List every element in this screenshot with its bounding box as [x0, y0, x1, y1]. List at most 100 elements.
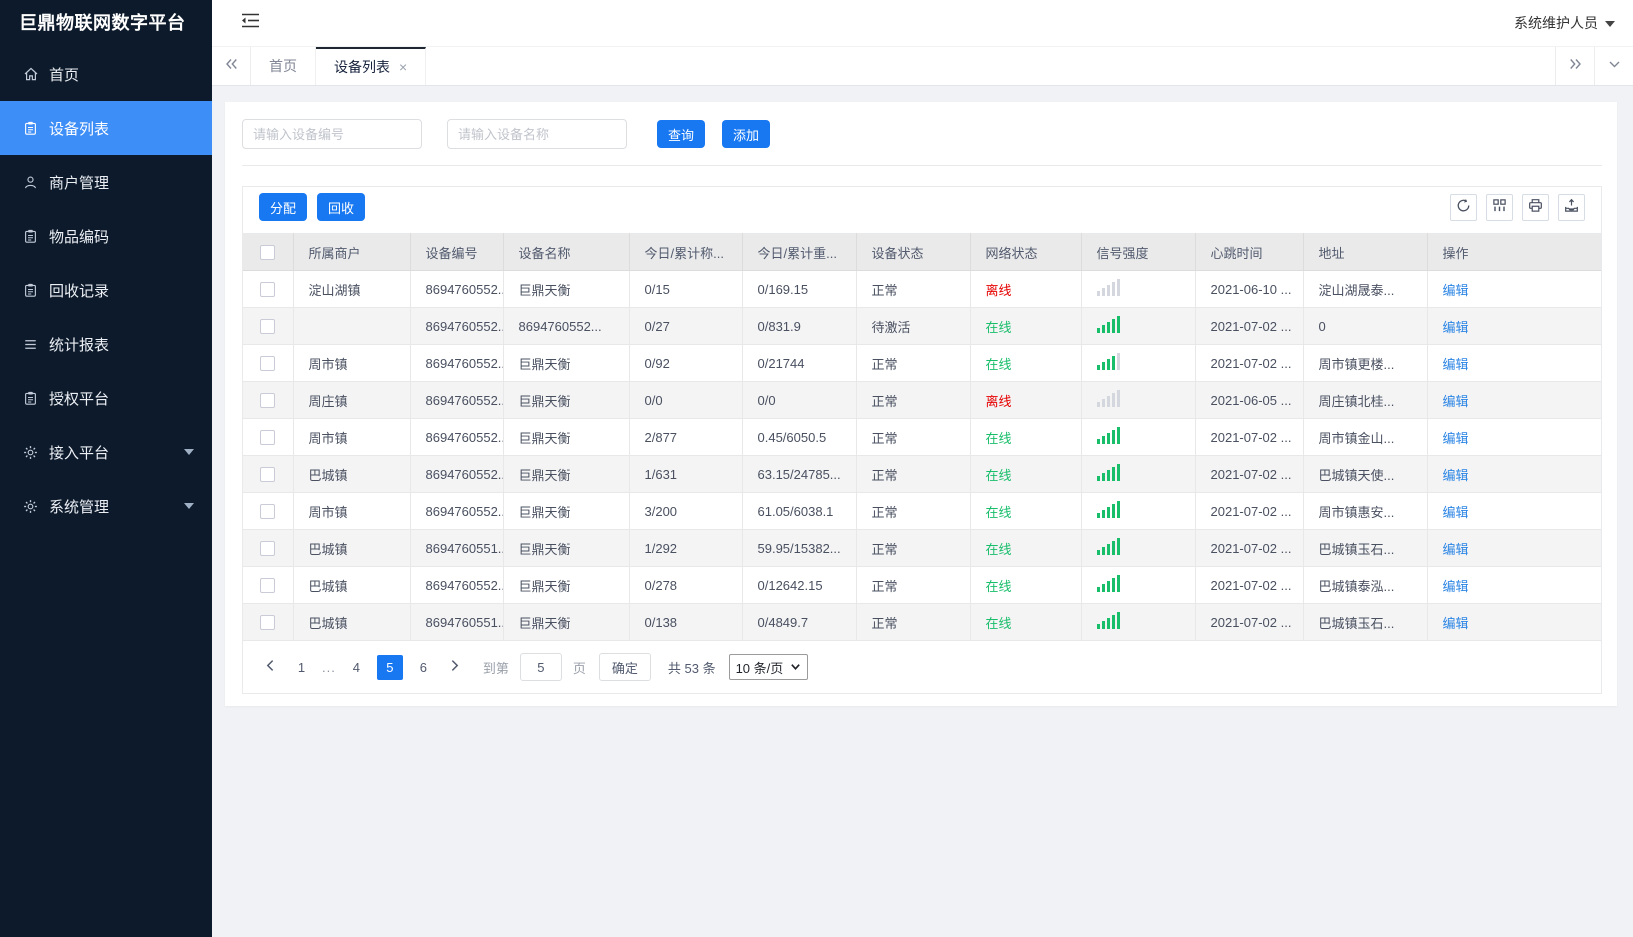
sidebar-item-home[interactable]: 首页 [0, 47, 212, 101]
add-button[interactable]: 添加 [722, 120, 771, 148]
today-weight-cell: 0/0 [741, 381, 857, 419]
today-weight-cell: 0.45/6050.5 [741, 418, 857, 456]
today-weight-cell: 63.15/24785... [741, 455, 857, 493]
signal-cell [1080, 381, 1196, 419]
device-no-cell: 8694760552... [409, 381, 504, 419]
tabs-options-button[interactable] [1594, 47, 1633, 85]
sidebar-item-stats-report[interactable]: 统计报表 [0, 317, 212, 371]
gear-icon [22, 498, 39, 515]
device-no-cell: 8694760552... [409, 566, 504, 604]
today-count-cell: 2/877 [628, 418, 743, 456]
table-row: 巴城镇 8694760552... 巨鼎天衡 0/278 0/12642.15 … [243, 566, 1601, 604]
columns-button[interactable] [1486, 193, 1513, 221]
sidebar-item-auth-platform[interactable]: 授权平台 [0, 371, 212, 425]
row-checkbox[interactable] [260, 467, 276, 483]
today-weight-cell: 0/21744 [741, 344, 857, 382]
page-size-select[interactable]: 10 条/页 [728, 654, 809, 680]
edit-link[interactable]: 编辑 [1442, 430, 1469, 446]
row-checkbox[interactable] [260, 356, 276, 372]
assign-button[interactable]: 分配 [259, 193, 308, 221]
next-page-button[interactable] [444, 656, 466, 678]
tab-device-list[interactable]: 设备列表 × [316, 47, 427, 85]
row-checkbox[interactable] [260, 504, 276, 520]
sidebar-item-recycle-records[interactable]: 回收记录 [0, 263, 212, 317]
prev-page-button[interactable] [259, 656, 281, 678]
page-1-button[interactable]: 1 [297, 659, 306, 675]
merchant-cell: 周庄镇 [292, 381, 411, 419]
query-button[interactable]: 查询 [657, 120, 706, 148]
action-cell: 编辑 [1426, 418, 1601, 456]
merchant-cell: 巴城镇 [292, 455, 411, 493]
signal-strength-icon [1096, 427, 1120, 444]
row-checkbox[interactable] [260, 319, 276, 335]
user-menu[interactable]: 系统维护人员 [1514, 13, 1615, 33]
signal-cell [1080, 603, 1196, 641]
collapse-sidebar-icon [241, 12, 260, 34]
row-checkbox-cell [243, 529, 294, 567]
row-checkbox[interactable] [260, 578, 276, 594]
row-checkbox[interactable] [260, 430, 276, 446]
edit-link[interactable]: 编辑 [1442, 393, 1469, 409]
refresh-button[interactable] [1450, 193, 1477, 221]
goto-page-input[interactable] [519, 653, 562, 681]
action-cell: 编辑 [1426, 566, 1601, 604]
network-status-badge: 离线 [985, 282, 1012, 298]
export-button[interactable] [1558, 193, 1585, 221]
today-count-cell: 0/92 [628, 344, 743, 382]
device-no-cell: 8694760552... [409, 455, 504, 493]
collapse-sidebar-button[interactable] [241, 12, 260, 34]
edit-link[interactable]: 编辑 [1442, 615, 1469, 631]
today-count-cell: 0/138 [628, 603, 743, 641]
recycle-button[interactable]: 回收 [317, 193, 366, 221]
confirm-page-button[interactable]: 确定 [598, 653, 651, 681]
print-button[interactable] [1522, 193, 1549, 221]
column-header: 今日/累计称... [628, 233, 743, 271]
chevron-left-icon [264, 659, 277, 675]
page-5-button[interactable]: 5 [376, 654, 403, 680]
row-checkbox[interactable] [260, 393, 276, 409]
row-checkbox-cell [243, 455, 294, 493]
heartbeat-cell: 2021-07-02 ... [1194, 307, 1304, 345]
row-checkbox[interactable] [260, 615, 276, 631]
page-4-button[interactable]: 4 [352, 659, 360, 675]
heartbeat-cell: 2021-06-05 ... [1194, 381, 1304, 419]
table-row: 周庄镇 8694760552... 巨鼎天衡 0/0 0/0 正常 离线 202… [243, 381, 1601, 419]
address-cell: 巴城镇玉石... [1302, 603, 1428, 641]
edit-link[interactable]: 编辑 [1442, 282, 1469, 298]
network-status-cell: 在线 [969, 344, 1082, 382]
heartbeat-cell: 2021-07-02 ... [1194, 529, 1304, 567]
device-no-input[interactable] [242, 119, 422, 149]
column-header: 地址 [1302, 233, 1428, 271]
sidebar-item-system-mgmt[interactable]: 系统管理 [0, 479, 212, 533]
edit-link[interactable]: 编辑 [1442, 467, 1469, 483]
close-icon[interactable]: × [399, 59, 408, 75]
page-6-button[interactable]: 6 [419, 659, 427, 675]
signal-cell [1080, 529, 1196, 567]
device-name-input[interactable] [447, 119, 627, 149]
sidebar-item-access-platform[interactable]: 接入平台 [0, 425, 212, 479]
edit-link[interactable]: 编辑 [1442, 504, 1469, 520]
edit-link[interactable]: 编辑 [1442, 356, 1469, 372]
edit-link[interactable]: 编辑 [1442, 319, 1469, 335]
address-cell: 巴城镇天使... [1302, 455, 1428, 493]
edit-link[interactable]: 编辑 [1442, 578, 1469, 594]
sidebar-item-device-list[interactable]: 设备列表 [0, 101, 212, 155]
page-ellipsis: ... [322, 659, 336, 675]
table-row: 淀山湖镇 8694760552... 巨鼎天衡 0/15 0/169.15 正常… [243, 270, 1601, 308]
network-status-cell: 在线 [969, 455, 1082, 493]
row-checkbox[interactable] [260, 541, 276, 557]
select-all-checkbox[interactable] [260, 245, 276, 261]
row-checkbox[interactable] [260, 282, 276, 298]
device-name-cell: 巨鼎天衡 [502, 492, 630, 530]
heartbeat-cell: 2021-06-10 ... [1194, 270, 1304, 308]
sidebar-item-merchant-mgmt[interactable]: 商户管理 [0, 155, 212, 209]
tabs-scroll-left-button[interactable] [212, 47, 251, 85]
row-checkbox-cell [243, 381, 294, 419]
address-cell: 淀山湖晟泰... [1302, 270, 1428, 308]
edit-link[interactable]: 编辑 [1442, 541, 1469, 557]
sidebar-item-item-code[interactable]: 物品编码 [0, 209, 212, 263]
tab-home[interactable]: 首页 [251, 47, 316, 85]
lines-icon [22, 336, 39, 353]
tabs-scroll-right-button[interactable] [1555, 47, 1594, 85]
heartbeat-cell: 2021-07-02 ... [1194, 492, 1304, 530]
